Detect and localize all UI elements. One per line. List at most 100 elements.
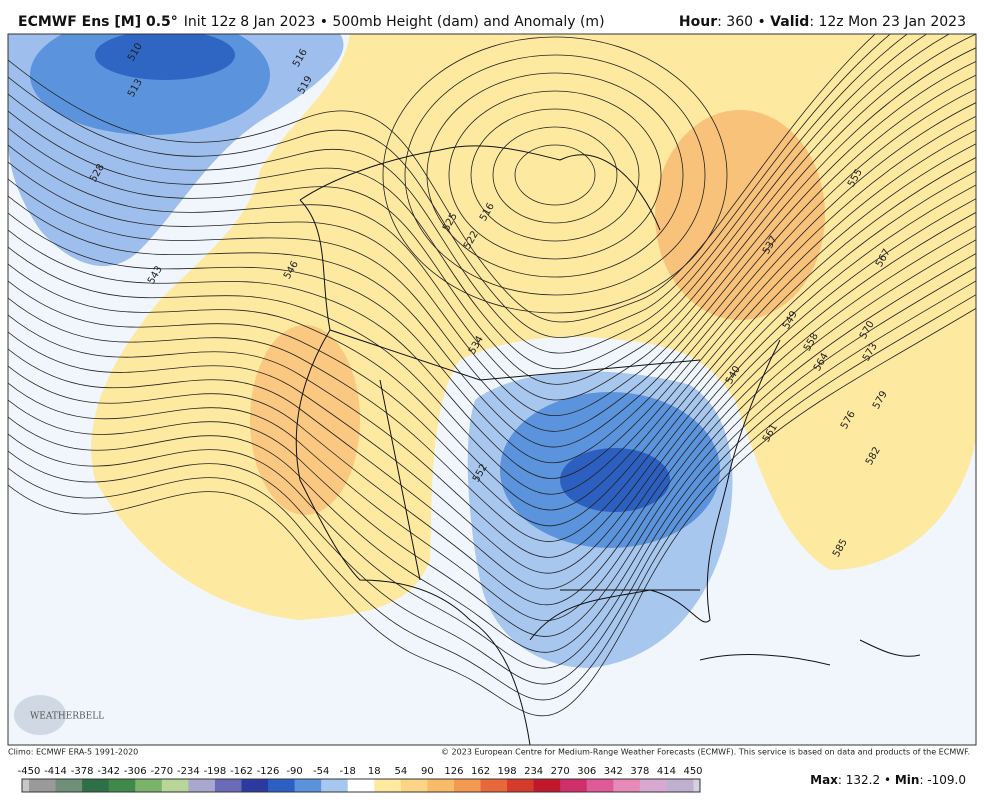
contour-line [8,294,976,701]
contour-ring [382,36,728,314]
height-contours [8,34,976,717]
contour-line [8,34,950,385]
colorbar-label: -162 [230,766,253,777]
colorbar-swatch [55,779,83,792]
title: ECMWF Ens [M] 0.5° Init 12z 8 Jan 2023 • … [18,14,605,30]
max-value: : 132.2 • [838,773,895,787]
colorbar-swatch [347,779,375,792]
contour-ring [470,108,640,242]
contour-line [8,170,976,558]
colorbar-label: -126 [257,766,280,777]
colorbar-border [21,778,701,793]
colorbar-label: -90 [286,766,302,777]
colorbar-swatch [400,779,428,792]
copyright: © 2023 European Centre for Medium-Range … [441,748,970,757]
colorbar-label: 234 [524,766,543,777]
colorbar-label: 450 [683,766,702,777]
islands [699,639,921,666]
contour-line [8,116,976,495]
max-min: Max: 132.2 • Min: -109.0 [810,773,966,787]
contour-line [8,129,976,511]
colorbar-swatch [666,779,694,792]
colorbar-swatch [268,779,296,792]
colorbar-swatch [533,779,561,792]
colorbar-label: -378 [71,766,94,777]
colorbar-swatch [639,779,667,792]
colorbar-label: -18 [340,766,356,777]
colorbar-label: 90 [421,766,434,777]
colorbar-label: 270 [551,766,570,777]
map-border [7,33,977,746]
contour-line [8,34,976,401]
valid-info: Hour: 360 • Valid: 12z Mon 23 Jan 2023 [679,14,966,30]
colorbar-label: -54 [313,766,329,777]
colorbar-label: -342 [97,766,120,777]
colorbar-swatch [188,779,216,792]
contour-line [8,61,976,432]
colorbar-label: 306 [577,766,596,777]
contour-line [8,34,891,338]
colorbar-swatch [427,779,455,792]
colorbar-label: -198 [204,766,227,777]
colorbar-swatch [613,779,641,792]
coastlines [295,145,781,745]
contour-line [8,239,976,637]
colorbar-swatch [161,779,189,792]
colorbar-swatch [321,779,349,792]
logo-swirl [14,695,66,735]
contour-line [8,198,976,590]
colorbar-swatch [507,779,535,792]
contour-line [8,307,976,717]
colorbar-swatch [135,779,163,792]
contour-line [8,74,976,448]
colorbar-swatch [241,779,269,792]
climo: Climo: ECMWF ERA-5 1991-2020 [8,748,138,757]
contour-line [8,34,876,323]
contour-ring [492,126,618,224]
colorbar-swatch [294,779,322,792]
colorbar-swatch [108,779,136,792]
negative-anomaly-core [95,34,235,80]
colorbar-label: 342 [604,766,623,777]
colorbar-label: 414 [657,766,676,777]
contour-ring [448,90,662,260]
model: ECMWF Ens [M] 0.5° [18,14,178,30]
colorbar-label: -234 [177,766,200,777]
title-rest: Init 12z 8 Jan 2023 • 500mb Height (dam)… [184,14,605,30]
colorbar-swatch [560,779,588,792]
colorbar-swatch [586,779,614,792]
contour-ring [404,54,706,296]
contour-line [8,143,976,527]
valid-label: Valid [770,14,809,30]
colorbar-label: 126 [444,766,463,777]
contour-ring [426,72,684,278]
colorbar-label: 378 [630,766,649,777]
contour-line [8,34,908,354]
colorbar-label: 54 [394,766,407,777]
colorbar-swatch [480,779,508,792]
colorbar: -450 -414 -378 -342 -306 -270 -234 -198 -162 -126… [18,766,703,793]
colorbar-label: -306 [124,766,147,777]
valid-value: : 12z Mon 23 Jan 2023 [809,14,966,30]
colorbar-label: -414 [44,766,67,777]
colorbar-end [693,779,700,792]
colorbar-swatch [374,779,402,792]
negative-anomaly-core [560,448,670,512]
contour-line [8,47,976,417]
colorbar-label: -450 [18,766,41,777]
contour-ring [514,144,596,206]
contour-line [8,157,976,542]
min-label: Min [895,773,920,787]
min-value: : -109.0 [919,773,966,787]
contour-line [8,102,976,479]
logo: WEATHERBELL [30,712,104,722]
contour-line [8,266,976,669]
positive-anomaly-core [250,325,360,515]
colorbar-label: -270 [150,766,173,777]
contour-line [8,211,976,606]
contour-line [8,88,976,463]
colorbar-swatch [453,779,482,792]
colorbar-label: 162 [471,766,490,777]
